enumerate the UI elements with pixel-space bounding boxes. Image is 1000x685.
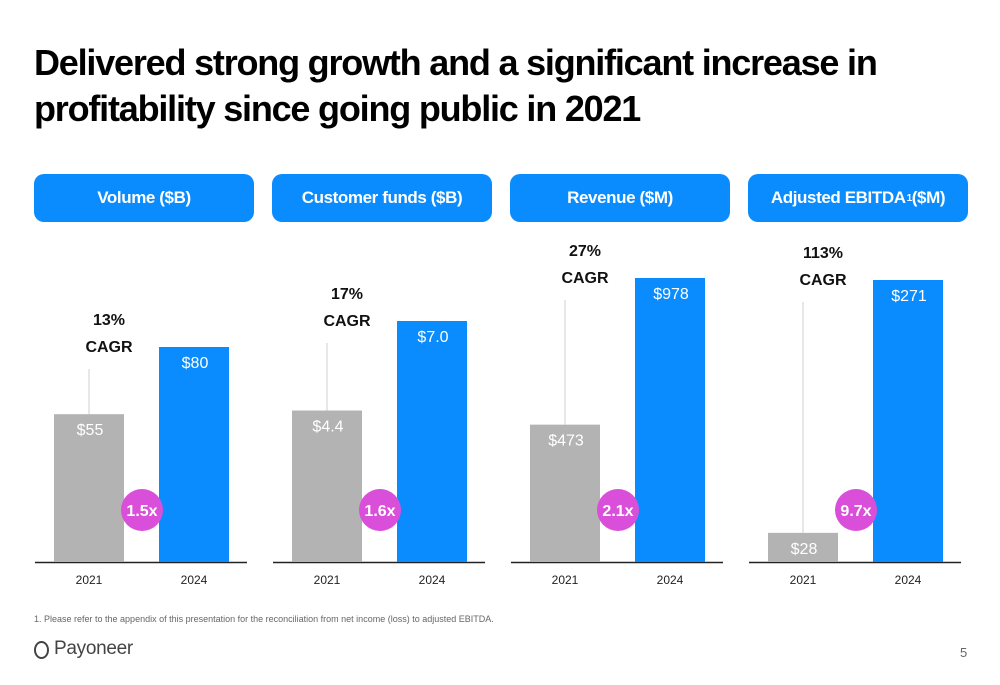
footnote: 1. Please refer to the appendix of this … (34, 614, 494, 624)
cagr-percent: 113% (803, 245, 843, 262)
data-label-2021: $28 (791, 541, 818, 558)
growth-multiple-label: 1.6x (364, 503, 395, 520)
data-label-2024: $271 (891, 288, 927, 305)
growth-multiple-label: 1.5x (126, 503, 157, 520)
payoneer-logo-icon (34, 641, 49, 659)
cagr-percent: 13% (93, 312, 125, 329)
x-tick-label-2021: 2021 (76, 573, 103, 587)
brand-name: Payoneer (54, 638, 133, 660)
cagr-label: CAGR (323, 313, 371, 330)
page-number: 5 (960, 645, 967, 660)
x-tick-label-2021: 2021 (552, 573, 579, 587)
cagr-percent: 27% (569, 243, 601, 260)
x-tick-label-2021: 2021 (790, 573, 817, 587)
x-tick-label-2024: 2024 (181, 573, 208, 587)
cagr-label: CAGR (799, 272, 847, 289)
cagr-percent: 17% (331, 286, 363, 303)
bar-2024 (635, 278, 705, 562)
x-tick-label-2024: 2024 (419, 573, 446, 587)
data-label-2024: $7.0 (417, 329, 448, 346)
data-label-2021: $55 (77, 422, 104, 439)
bar-2024 (159, 347, 229, 562)
cagr-label: CAGR (561, 270, 609, 287)
data-label-2024: $978 (653, 286, 689, 303)
data-label-2021: $4.4 (312, 419, 343, 436)
x-tick-label-2024: 2024 (657, 573, 684, 587)
growth-multiple-label: 9.7x (840, 503, 871, 520)
cagr-label: CAGR (85, 339, 133, 356)
bar-2024 (397, 321, 467, 562)
x-tick-label-2024: 2024 (895, 573, 922, 587)
payoneer-logo: Payoneer (34, 638, 133, 660)
charts-canvas: $55 $80 13% CAGR 1.5x 2021 2024 $4.4 $7.0 17% CAGR… (0, 0, 1000, 685)
bar-2024 (873, 280, 943, 562)
growth-multiple-label: 2.1x (602, 503, 633, 520)
cagr-bracket (565, 282, 635, 425)
x-tick-label-2021: 2021 (314, 573, 341, 587)
data-label-2024: $80 (182, 355, 209, 372)
data-label-2021: $473 (548, 433, 584, 450)
